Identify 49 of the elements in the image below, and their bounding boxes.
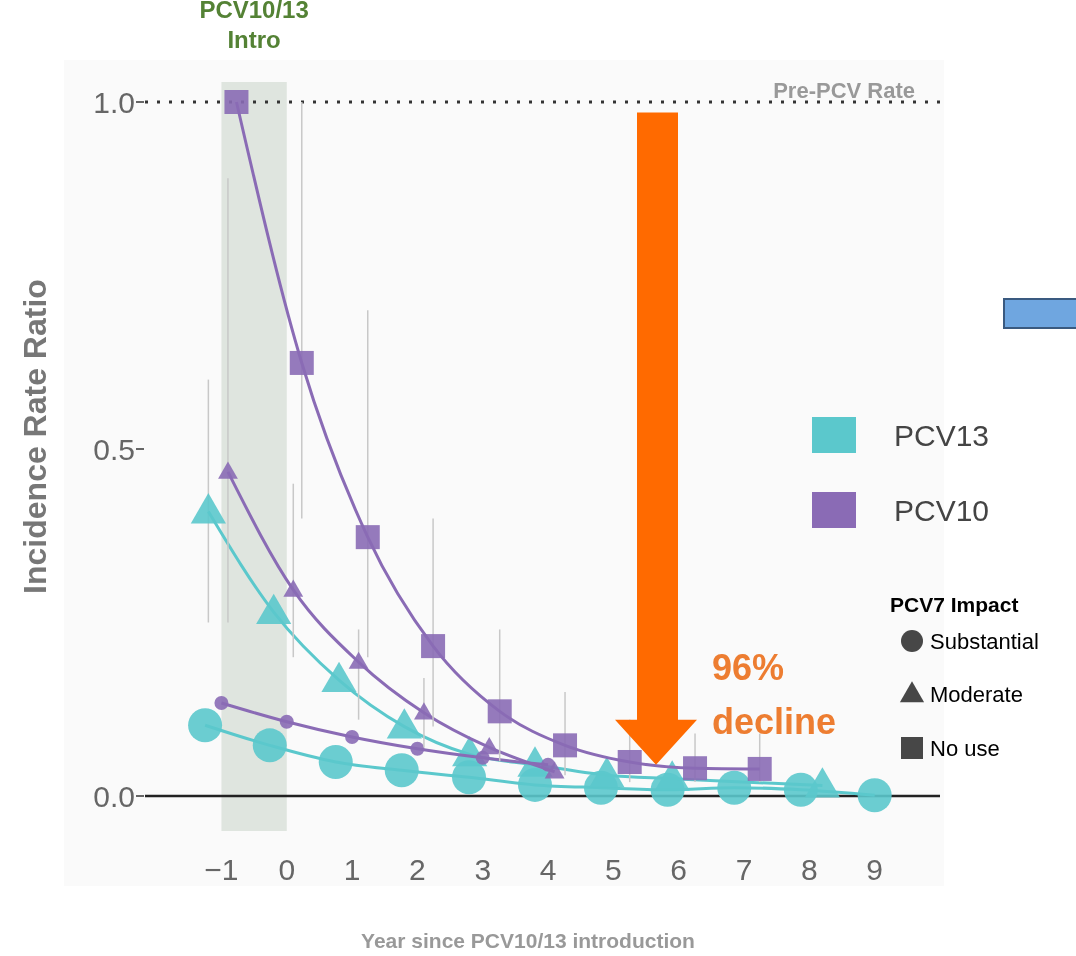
y-tick-label: 1.0 — [93, 86, 135, 119]
x-tick-label: 4 — [539, 853, 557, 886]
x-axis-title: Year since PCV10/13 introduction — [361, 929, 695, 952]
point — [487, 699, 512, 724]
y-tick-label: 0.0 — [93, 780, 135, 813]
point — [544, 761, 565, 779]
x-tick-label: 3 — [474, 853, 492, 886]
x-tick-label: 1 — [343, 853, 361, 886]
annotation: 96% decline — [712, 647, 837, 742]
point — [224, 90, 249, 114]
point — [747, 756, 772, 781]
legend-label: PCV10 — [894, 494, 990, 527]
annotation: No use — [930, 736, 1000, 761]
point — [279, 714, 294, 729]
point — [252, 728, 287, 763]
point — [553, 733, 578, 758]
y-axis-title: Incidence Rate Ratio — [17, 279, 53, 594]
annotation: Substantial — [930, 629, 1039, 654]
point — [188, 708, 223, 743]
point — [410, 741, 425, 756]
point — [479, 737, 500, 755]
x-tick-label: 5 — [605, 853, 622, 886]
x-tick-label: 0 — [278, 853, 296, 886]
point — [283, 579, 304, 597]
point — [218, 461, 238, 479]
point — [683, 756, 708, 781]
point — [857, 778, 892, 813]
x-tick-label: −1 — [204, 853, 239, 886]
point — [355, 525, 380, 550]
point — [318, 744, 353, 779]
point — [348, 651, 369, 669]
ref-line-label: Pre-PCV Rate — [773, 78, 915, 103]
annotation: Moderate — [930, 682, 1023, 707]
y-tick-label: 0.5 — [93, 433, 135, 466]
x-tick-label: 2 — [409, 853, 426, 886]
legend-title: PCV7 Impact — [890, 593, 1019, 616]
x-tick-label: 8 — [801, 853, 818, 886]
point — [214, 696, 229, 710]
point — [421, 634, 446, 659]
point — [617, 749, 642, 774]
band-label: PCV10/13 Intro — [199, 0, 309, 53]
point — [345, 730, 360, 745]
x-tick-label: 9 — [866, 853, 884, 886]
x-tick-label: 6 — [670, 853, 688, 886]
point — [289, 350, 314, 375]
x-tick-label: 7 — [735, 853, 753, 886]
legend-label: PCV13 — [894, 419, 990, 452]
point — [414, 702, 434, 720]
point — [384, 753, 419, 788]
